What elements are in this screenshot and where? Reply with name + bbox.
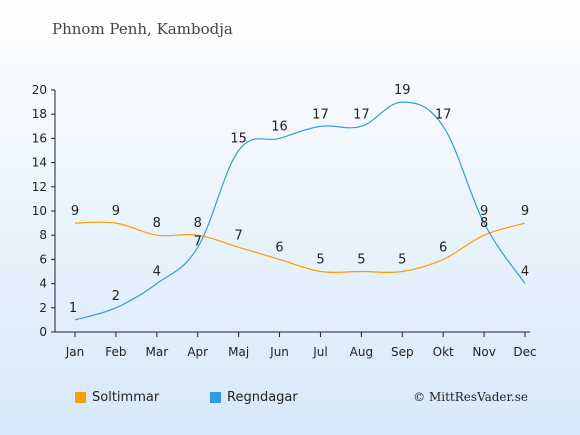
data-label-soltimmar-nov: 8 (480, 216, 488, 231)
data-label-soltimmar-jun: 6 (275, 240, 283, 255)
data-label-soltimmar-mar: 8 (153, 216, 161, 231)
x-tick-label-jan: Jan (65, 345, 85, 359)
data-label-regndagar-jul: 17 (312, 107, 329, 122)
y-tick-label-20: 20 (32, 83, 47, 97)
data-label-regndagar-maj: 15 (230, 132, 247, 147)
y-tick-label-0: 0 (39, 325, 47, 339)
x-tick-label-jun: Jun (269, 345, 289, 359)
x-tick-label-maj: Maj (228, 345, 249, 359)
y-tick-label-4: 4 (39, 277, 47, 291)
data-label-regndagar-feb: 2 (112, 289, 120, 304)
y-tick-label-14: 14 (32, 156, 47, 170)
data-label-regndagar-apr: 7 (194, 234, 202, 249)
y-tick-label-10: 10 (32, 204, 47, 218)
data-label-regndagar-okt: 17 (435, 107, 452, 122)
y-tick-label-2: 2 (39, 301, 47, 315)
x-tick-label-aug: Aug (350, 345, 373, 359)
data-label-soltimmar-okt: 6 (439, 240, 447, 255)
data-label-regndagar-aug: 17 (353, 107, 370, 122)
x-tick-label-sep: Sep (391, 345, 414, 359)
legend-label-regndagar: Regndagar (227, 390, 298, 405)
data-label-soltimmar-sep: 5 (398, 253, 406, 268)
y-tick-label-16: 16 (32, 131, 47, 145)
data-label-soltimmar-maj: 7 (234, 228, 242, 243)
y-tick-label-6: 6 (39, 252, 47, 266)
x-tick-label-jul: Jul (312, 345, 327, 359)
x-tick-label-okt: Okt (433, 345, 454, 359)
legend-swatch-soltimmar (75, 392, 86, 403)
data-label-regndagar-dec: 4 (521, 265, 529, 280)
x-tick-label-mar: Mar (145, 345, 168, 359)
x-tick-label-apr: Apr (187, 345, 208, 359)
data-label-soltimmar-dec: 9 (521, 204, 529, 219)
legend-item-soltimmar: Soltimmar (75, 390, 159, 405)
data-label-soltimmar-feb: 9 (112, 204, 120, 219)
data-label-regndagar-jun: 16 (271, 119, 288, 134)
data-label-soltimmar-jan: 9 (71, 204, 79, 219)
chart-title: Phnom Penh, Kambodja (52, 20, 233, 38)
legend-label-soltimmar: Soltimmar (92, 390, 160, 405)
series-lines (74, 101, 526, 321)
series-line-soltimmar (74, 221, 526, 274)
data-label-regndagar-mar: 4 (153, 265, 161, 280)
copyright-text: © MittResVader.se (413, 390, 528, 404)
data-label-soltimmar-aug: 5 (357, 253, 365, 268)
data-label-regndagar-sep: 19 (394, 83, 411, 98)
legend-item-regndagar: Regndagar (210, 390, 298, 405)
data-label-soltimmar-apr: 8 (194, 216, 202, 231)
x-tick-label-nov: Nov (472, 345, 495, 359)
x-tick-label-feb: Feb (105, 345, 126, 359)
y-tick-label-8: 8 (39, 228, 47, 242)
data-label-regndagar-nov: 9 (480, 204, 488, 219)
y-tick-label-18: 18 (32, 107, 47, 121)
y-tick-label-12: 12 (32, 180, 47, 194)
x-tick-label-dec: Dec (513, 345, 536, 359)
data-label-soltimmar-jul: 5 (316, 253, 324, 268)
series-line-regndagar (74, 101, 526, 321)
legend-swatch-regndagar (210, 392, 221, 403)
data-label-regndagar-jan: 1 (69, 301, 77, 316)
